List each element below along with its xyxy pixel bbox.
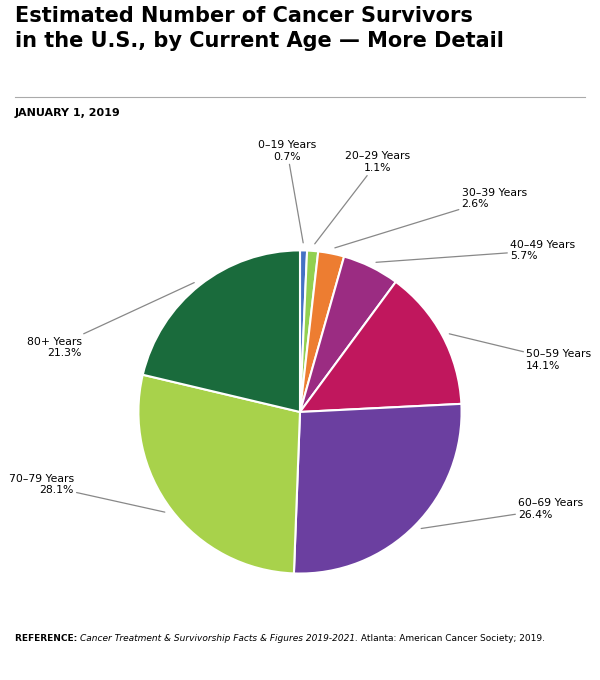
Text: JANUARY 1, 2019: JANUARY 1, 2019 xyxy=(15,107,121,118)
Text: Estimated Number of Cancer Survivors
in the U.S., by Current Age — More Detail: Estimated Number of Cancer Survivors in … xyxy=(15,6,504,51)
Text: Atlanta: American Cancer Society; 2019.: Atlanta: American Cancer Society; 2019. xyxy=(358,634,545,643)
Text: 30–39 Years
2.6%: 30–39 Years 2.6% xyxy=(335,188,527,248)
Text: 40–49 Years
5.7%: 40–49 Years 5.7% xyxy=(376,239,575,262)
Text: 80+ Years
21.3%: 80+ Years 21.3% xyxy=(27,283,194,358)
Text: 20–29 Years
1.1%: 20–29 Years 1.1% xyxy=(315,151,410,244)
Wedge shape xyxy=(300,256,396,412)
Wedge shape xyxy=(139,375,300,573)
Wedge shape xyxy=(300,252,344,412)
Wedge shape xyxy=(294,404,461,573)
Text: REFERENCE:: REFERENCE: xyxy=(15,634,80,643)
Wedge shape xyxy=(300,250,318,412)
Wedge shape xyxy=(300,282,461,412)
Wedge shape xyxy=(300,250,307,412)
Text: 70–79 Years
28.1%: 70–79 Years 28.1% xyxy=(8,474,165,512)
Wedge shape xyxy=(143,250,300,412)
Text: 50–59 Years
14.1%: 50–59 Years 14.1% xyxy=(449,334,592,371)
Text: 0–19 Years
0.7%: 0–19 Years 0.7% xyxy=(258,140,316,243)
Text: Cancer Treatment & Survivorship Facts & Figures 2019-2021.: Cancer Treatment & Survivorship Facts & … xyxy=(80,634,358,643)
Text: 60–69 Years
26.4%: 60–69 Years 26.4% xyxy=(421,498,583,528)
